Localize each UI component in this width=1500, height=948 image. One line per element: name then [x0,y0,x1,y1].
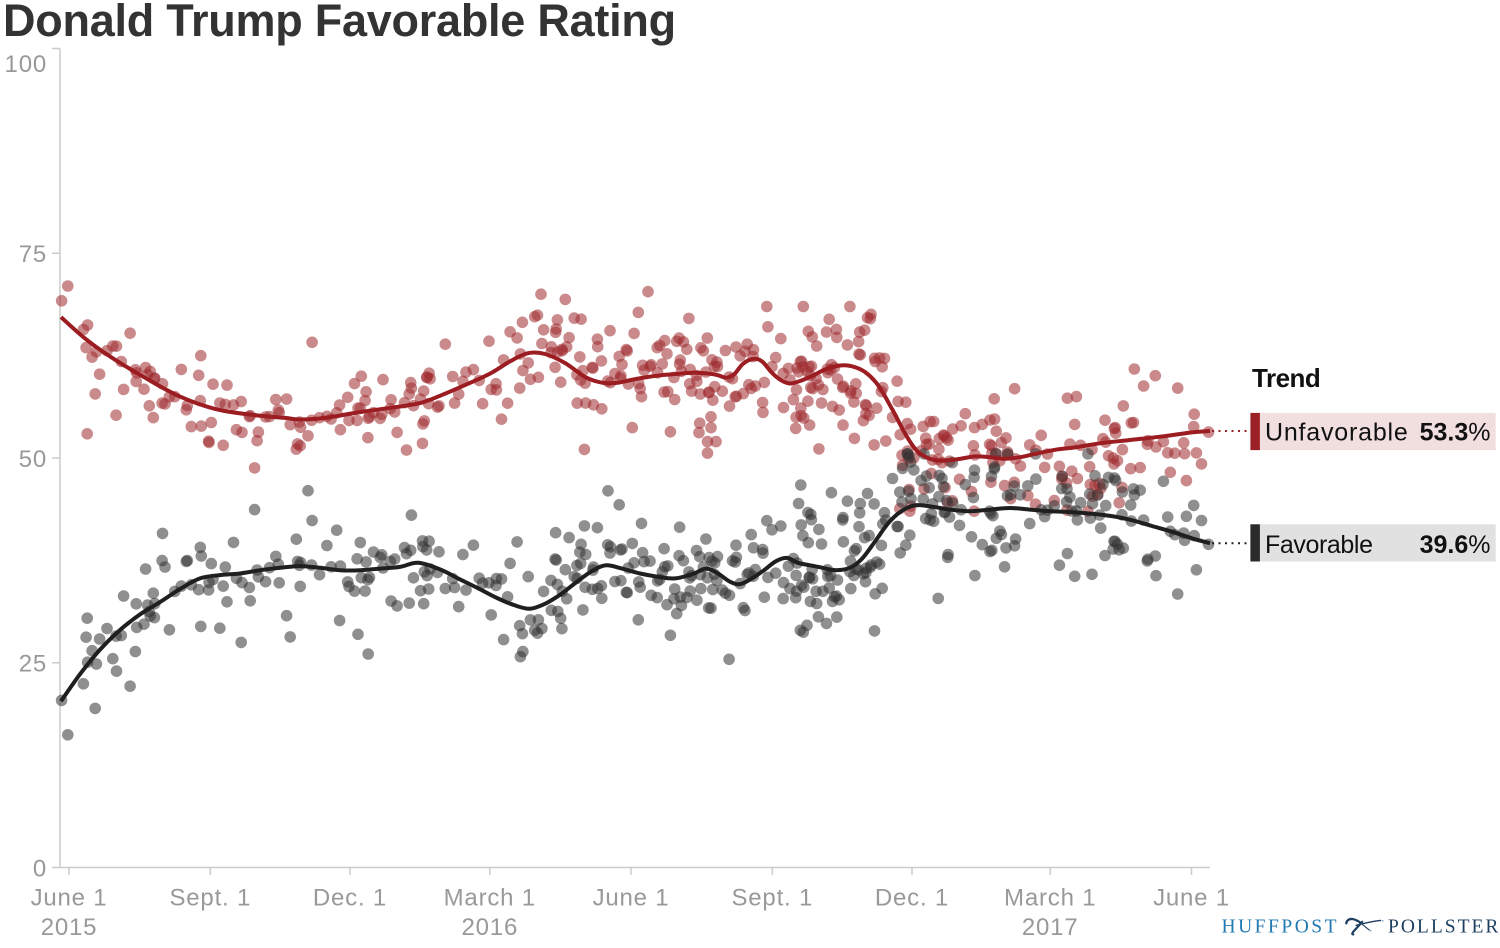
svg-text:June 1: June 1 [593,884,670,911]
svg-text:Dec. 1: Dec. 1 [875,884,949,911]
svg-text:POLLSTER: POLLSTER [1388,917,1500,938]
svg-text:100: 100 [5,51,47,78]
svg-text:March 1: March 1 [444,884,536,911]
svg-text:39.6%: 39.6% [1420,531,1491,559]
svg-text:2015: 2015 [41,914,98,941]
svg-text:Donald Trump Favorable Rating: Donald Trump Favorable Rating [3,0,676,46]
svg-text:March 1: March 1 [1004,884,1096,911]
svg-text:Sept. 1: Sept. 1 [169,884,251,911]
svg-text:2017: 2017 [1022,914,1079,941]
svg-text:50: 50 [19,446,47,473]
svg-text:53.3%: 53.3% [1420,419,1491,447]
svg-text:Trend: Trend [1252,363,1320,393]
svg-text:June 1: June 1 [1153,884,1230,911]
svg-text:Favorable: Favorable [1265,531,1373,559]
svg-text:Sept. 1: Sept. 1 [731,884,813,911]
svg-text:0: 0 [33,855,47,882]
svg-text:Dec. 1: Dec. 1 [313,884,387,911]
svg-text:June 1: June 1 [31,884,108,911]
svg-text:25: 25 [19,651,47,678]
svg-text:75: 75 [19,241,47,268]
svg-text:HUFFPOST: HUFFPOST [1222,917,1340,938]
svg-text:Unfavorable: Unfavorable [1265,419,1409,447]
svg-text:2016: 2016 [462,914,519,941]
